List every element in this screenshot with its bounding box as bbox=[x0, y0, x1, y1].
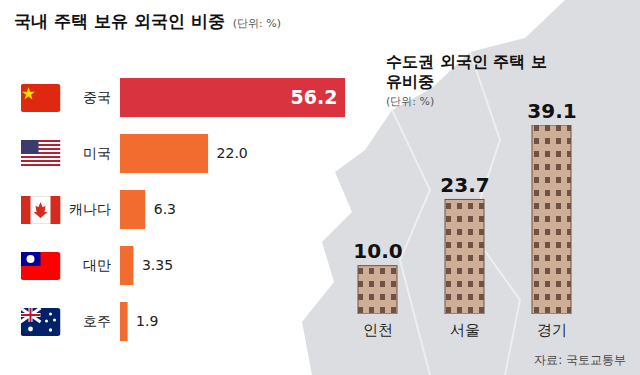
svg-text:56.2: 56.2 bbox=[291, 86, 338, 108]
html-text:수도권 외국인 주택 보유비중: 수도권 외국인 주택 보유비중 bbox=[386, 52, 547, 91]
svg-text:경기: 경기 bbox=[537, 321, 567, 339]
html-text:(단위: %): (단위: %) bbox=[386, 95, 435, 108]
html-text:자료: 국토교통부: 자료: 국토교통부 bbox=[534, 353, 626, 367]
svg-text:1.9: 1.9 bbox=[136, 313, 158, 329]
html-text:(단위: %): (단위: %) bbox=[232, 17, 281, 30]
svg-text:호주: 호주 bbox=[83, 313, 111, 329]
svg-text:23.7: 23.7 bbox=[440, 173, 489, 197]
svg-text:10.0: 10.0 bbox=[353, 239, 402, 263]
svg-text:미국: 미국 bbox=[83, 145, 111, 161]
html-text:국내 주택 보유 외국인 비중: 국내 주택 보유 외국인 비중 bbox=[14, 11, 225, 31]
svg-text:22.0: 22.0 bbox=[217, 145, 248, 161]
svg-text:중국: 중국 bbox=[83, 89, 111, 105]
svg-text:대만: 대만 bbox=[83, 257, 111, 273]
svg-text:캐나다: 캐나다 bbox=[69, 201, 111, 217]
svg-text:6.3: 6.3 bbox=[154, 201, 176, 217]
svg-text:인천: 인천 bbox=[363, 321, 393, 339]
svg-text:서울: 서울 bbox=[450, 321, 480, 339]
svg-text:39.1: 39.1 bbox=[527, 99, 576, 123]
svg-text:3.35: 3.35 bbox=[142, 257, 173, 273]
